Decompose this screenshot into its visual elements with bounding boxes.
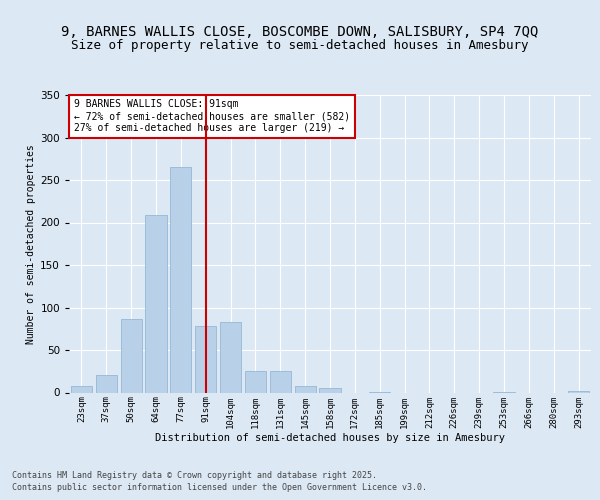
Text: 9 BARNES WALLIS CLOSE: 91sqm
← 72% of semi-detached houses are smaller (582)
27%: 9 BARNES WALLIS CLOSE: 91sqm ← 72% of se… bbox=[74, 100, 350, 132]
Bar bbox=[96, 374, 117, 392]
Bar bbox=[170, 167, 191, 392]
Bar bbox=[195, 326, 216, 392]
Bar bbox=[71, 386, 92, 392]
Text: Contains public sector information licensed under the Open Government Licence v3: Contains public sector information licen… bbox=[12, 483, 427, 492]
Y-axis label: Number of semi-detached properties: Number of semi-detached properties bbox=[26, 144, 36, 344]
Text: Size of property relative to semi-detached houses in Amesbury: Size of property relative to semi-detach… bbox=[71, 40, 529, 52]
Bar bbox=[220, 322, 241, 392]
Bar bbox=[121, 318, 142, 392]
Bar bbox=[270, 371, 291, 392]
Bar bbox=[145, 215, 167, 392]
Bar bbox=[295, 386, 316, 392]
X-axis label: Distribution of semi-detached houses by size in Amesbury: Distribution of semi-detached houses by … bbox=[155, 433, 505, 443]
Text: Contains HM Land Registry data © Crown copyright and database right 2025.: Contains HM Land Registry data © Crown c… bbox=[12, 472, 377, 480]
Text: 9, BARNES WALLIS CLOSE, BOSCOMBE DOWN, SALISBURY, SP4 7QQ: 9, BARNES WALLIS CLOSE, BOSCOMBE DOWN, S… bbox=[61, 26, 539, 40]
Bar bbox=[319, 388, 341, 392]
Bar bbox=[568, 391, 589, 392]
Bar bbox=[245, 371, 266, 392]
